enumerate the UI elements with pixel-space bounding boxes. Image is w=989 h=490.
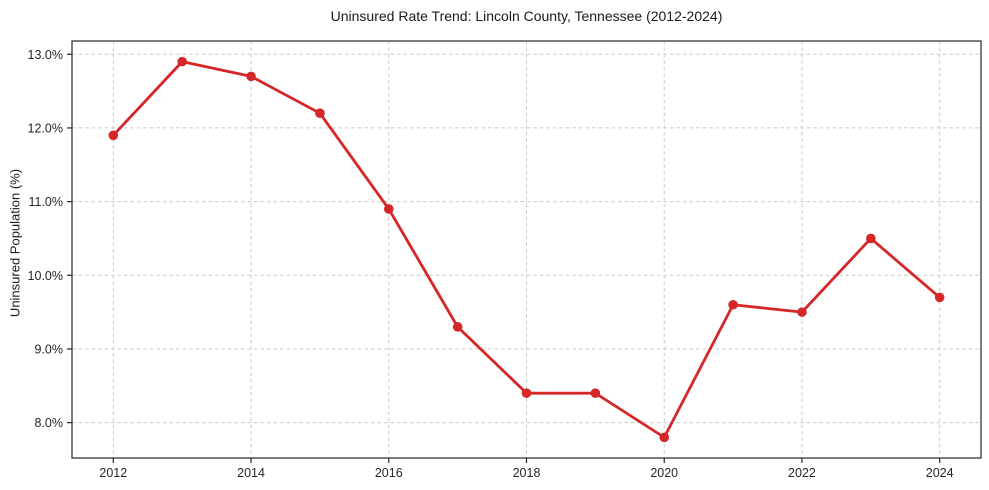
data-point-2023 [866,233,876,244]
y-axis-label: Uninsured Population (%) [7,168,23,318]
x-tick-label: 2018 [513,466,541,480]
data-point-2024 [934,292,945,303]
chart-title: Uninsured Rate Trend: Lincoln County, Te… [330,8,723,24]
data-point-2019 [590,388,601,398]
x-tick-label: 2016 [375,466,403,480]
y-tick-label: 10.0% [28,269,63,283]
x-tick-label: 2020 [650,466,678,480]
data-point-2017 [452,322,463,332]
data-point-2016 [383,204,394,214]
y-tick-label: 13.0% [28,48,63,62]
data-point-2015 [315,108,325,119]
data-point-2021 [728,299,738,310]
data-point-2018 [521,388,532,398]
data-point-2022 [797,307,807,317]
x-tick-label: 2022 [788,466,816,480]
x-tick-label: 2024 [926,466,954,480]
y-tick-label: 9.0% [35,342,64,356]
data-point-2020 [659,432,670,443]
y-tick-label: 12.0% [28,121,63,135]
y-tick-label: 11.0% [28,195,63,209]
data-point-2014 [246,71,256,82]
data-point-2012 [108,130,119,141]
x-tick-label: 2012 [99,466,127,480]
y-tick-label: 8.0% [35,416,64,430]
x-tick-label: 2014 [237,466,265,480]
data-point-2013 [177,56,187,67]
